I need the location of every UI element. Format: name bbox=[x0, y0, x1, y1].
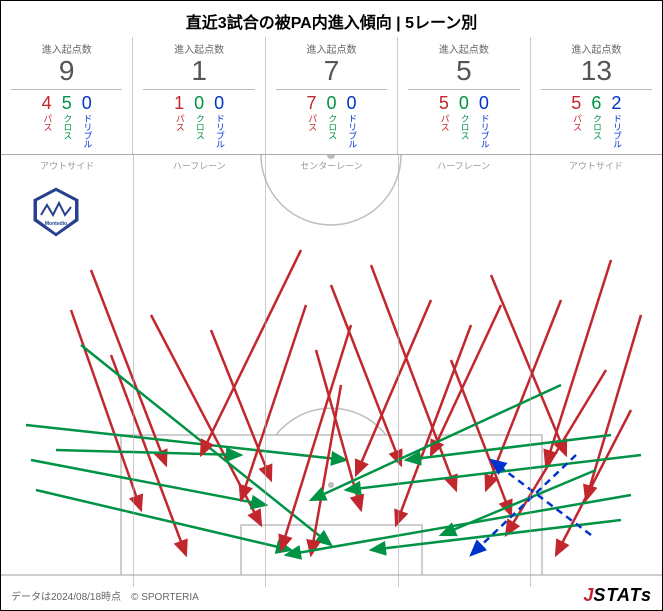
arrow-pass bbox=[586, 315, 641, 500]
lane-name: ハーフレーン bbox=[398, 159, 530, 172]
kpi-total: 5 bbox=[408, 56, 519, 90]
kpi-breakdown: 7パス0クロス0ドリブル bbox=[266, 94, 397, 148]
lane-name: センターレーン bbox=[265, 159, 397, 172]
lane-kpi: 進入起点数1 1パス0クロス0ドリブル bbox=[132, 37, 264, 154]
lane-guide bbox=[133, 155, 134, 587]
chart-title: 直近3試合の被PA内進入傾向 | 5レーン別 bbox=[1, 1, 662, 37]
lane-kpi: 進入起点数5 5パス0クロス0ドリブル bbox=[397, 37, 529, 154]
kpi-label: 進入起点数 bbox=[1, 41, 132, 56]
kpi-breakdown: 5パス0クロス0ドリブル bbox=[398, 94, 529, 148]
pitch-svg bbox=[1, 155, 662, 587]
lane-kpi: 進入起点数9 4パス5クロス0ドリブル bbox=[1, 37, 132, 154]
lane-name: アウトサイド bbox=[1, 159, 133, 172]
kpi-label: 進入起点数 bbox=[133, 41, 264, 56]
kpi-total: 1 bbox=[143, 56, 254, 90]
footer: データは2024/08/18時点 © SPORTERIA JSTATs bbox=[1, 585, 662, 606]
lane-guide bbox=[398, 155, 399, 587]
lane-kpi: 進入起点数7 7パス0クロス0ドリブル bbox=[265, 37, 397, 154]
kpi-breakdown: 1パス0クロス0ドリブル bbox=[133, 94, 264, 148]
lane-kpi-row: 進入起点数94パス5クロス0ドリブル進入起点数11パス0クロス0ドリブル進入起点… bbox=[1, 37, 662, 155]
arrow-pass bbox=[546, 260, 611, 465]
kpi-label: 進入起点数 bbox=[531, 41, 662, 56]
arrow-pass bbox=[241, 305, 306, 500]
kpi-total: 13 bbox=[541, 56, 652, 90]
lane-guide bbox=[265, 155, 266, 587]
arrow-cross bbox=[346, 455, 641, 490]
kpi-breakdown: 4パス5クロス0ドリブル bbox=[1, 94, 132, 148]
lane-name: アウトサイド bbox=[530, 159, 662, 172]
kpi-breakdown: 5パス6クロス2ドリブル bbox=[531, 94, 662, 148]
arrow-pass bbox=[451, 360, 511, 515]
svg-text:Montedio: Montedio bbox=[45, 221, 67, 227]
team-badge: Montedio bbox=[29, 185, 83, 239]
lane-guide bbox=[530, 155, 531, 587]
arrow-cross bbox=[36, 490, 291, 550]
arrow-pass bbox=[491, 275, 566, 455]
pitch-area: アウトサイドハーフレーンセンターレーンハーフレーンアウトサイド Montedio bbox=[1, 155, 662, 587]
kpi-total: 7 bbox=[276, 56, 387, 90]
arrow-pass bbox=[431, 305, 501, 455]
kpi-label: 進入起点数 bbox=[398, 41, 529, 56]
lane-kpi: 進入起点数13 5パス6クロス2ドリブル bbox=[530, 37, 662, 154]
kpi-total: 9 bbox=[11, 56, 122, 90]
footer-note: データは2024/08/18時点 © SPORTERIA bbox=[11, 588, 199, 603]
brand-logo: JSTATs bbox=[583, 585, 652, 606]
arrow-cross bbox=[311, 385, 561, 500]
kpi-label: 進入起点数 bbox=[266, 41, 397, 56]
lane-name: ハーフレーン bbox=[133, 159, 265, 172]
